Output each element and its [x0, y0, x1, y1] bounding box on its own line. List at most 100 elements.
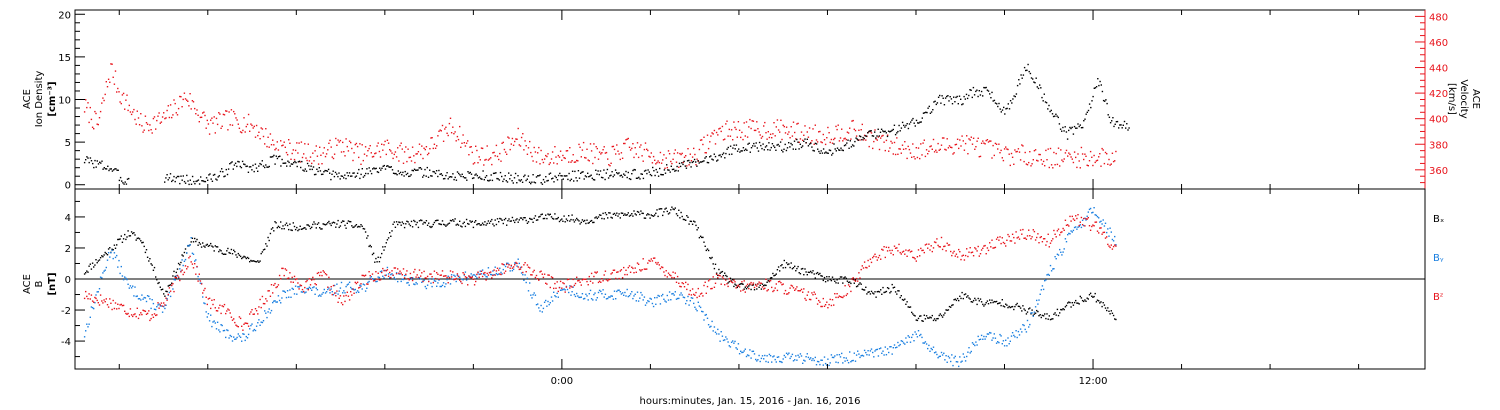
- data-point: [901, 251, 904, 253]
- data-point: [725, 123, 727, 125]
- data-point: [620, 269, 623, 271]
- data-point: [566, 288, 569, 291]
- data-point: [736, 150, 739, 152]
- data-point: [514, 172, 517, 175]
- data-point: [512, 219, 515, 222]
- data-point: [1015, 304, 1017, 306]
- data-point: [990, 332, 992, 334]
- data-point: [129, 111, 132, 113]
- data-point: [347, 283, 350, 285]
- data-point: [813, 291, 815, 293]
- data-point: [351, 147, 353, 150]
- data-point: [699, 139, 702, 141]
- data-point: [640, 173, 642, 175]
- data-point: [870, 348, 873, 350]
- data-point: [292, 222, 294, 224]
- data-point: [522, 274, 524, 276]
- data-point: [312, 152, 314, 154]
- data-point: [296, 142, 298, 144]
- data-point: [455, 140, 457, 142]
- data-point: [881, 293, 883, 295]
- data-point: [347, 175, 349, 177]
- data-point: [152, 302, 155, 305]
- data-point: [596, 173, 598, 175]
- data-point: [1031, 312, 1033, 314]
- data-point: [883, 291, 885, 294]
- data-point: [1023, 237, 1025, 239]
- data-point: [646, 302, 648, 304]
- data-point: [473, 221, 476, 223]
- data-point: [470, 173, 473, 175]
- data-point: [617, 215, 619, 217]
- data-point: [932, 346, 935, 348]
- velocity-ylabel-line2: Velocity: [1458, 79, 1469, 118]
- data-point: [873, 255, 875, 257]
- data-point: [370, 278, 372, 280]
- data-point: [246, 123, 249, 126]
- data-point: [586, 148, 588, 150]
- data-point: [915, 147, 917, 149]
- data-point: [1045, 244, 1047, 246]
- data-point: [691, 161, 693, 164]
- data-point: [793, 140, 796, 142]
- data-point: [300, 166, 302, 169]
- bfield-tick-label: 0: [65, 275, 71, 286]
- data-point: [227, 168, 230, 170]
- data-point: [659, 208, 662, 210]
- data-point: [1105, 99, 1107, 101]
- data-point: [111, 170, 114, 172]
- data-point: [433, 270, 436, 272]
- data-point: [95, 297, 97, 300]
- data-point: [492, 270, 494, 272]
- data-point: [654, 159, 656, 161]
- data-point: [429, 278, 431, 280]
- data-point: [852, 278, 854, 281]
- data-point: [90, 294, 93, 296]
- data-point: [540, 304, 542, 307]
- data-point: [682, 163, 684, 166]
- data-point: [782, 267, 784, 269]
- data-point: [1039, 84, 1041, 86]
- data-point: [485, 158, 487, 161]
- data-point: [589, 289, 592, 292]
- data-point: [959, 295, 961, 297]
- data-point: [1088, 160, 1091, 162]
- data-point: [729, 135, 732, 137]
- data-point: [760, 137, 763, 139]
- data-point: [391, 230, 393, 232]
- data-point: [1039, 153, 1041, 156]
- data-point: [525, 271, 527, 273]
- data-point: [219, 331, 221, 333]
- data-point: [906, 341, 908, 343]
- data-point: [915, 333, 917, 335]
- data-point: [328, 276, 330, 279]
- data-point: [526, 264, 529, 266]
- data-point: [592, 221, 594, 224]
- data-point: [491, 163, 493, 166]
- data-point: [361, 288, 363, 290]
- data-point: [1071, 215, 1073, 218]
- data-point: [642, 258, 644, 260]
- data-point: [577, 280, 579, 282]
- data-point: [580, 296, 582, 298]
- data-point: [301, 156, 304, 159]
- data-point: [672, 208, 674, 210]
- data-point: [1091, 100, 1093, 102]
- data-point: [683, 156, 686, 158]
- ion-density-ylabel-line1: ACE: [22, 89, 33, 109]
- data-point: [273, 284, 275, 286]
- data-point: [712, 133, 714, 135]
- data-point: [688, 293, 690, 296]
- data-point: [296, 165, 298, 168]
- data-point: [327, 222, 329, 224]
- data-point: [347, 150, 350, 152]
- data-point: [724, 272, 726, 274]
- data-point: [781, 138, 783, 141]
- data-point: [782, 283, 784, 285]
- data-point: [457, 138, 460, 141]
- data-point: [917, 330, 920, 332]
- data-point: [517, 266, 519, 268]
- data-point: [429, 225, 431, 228]
- data-point: [1026, 69, 1028, 71]
- data-point: [90, 306, 93, 308]
